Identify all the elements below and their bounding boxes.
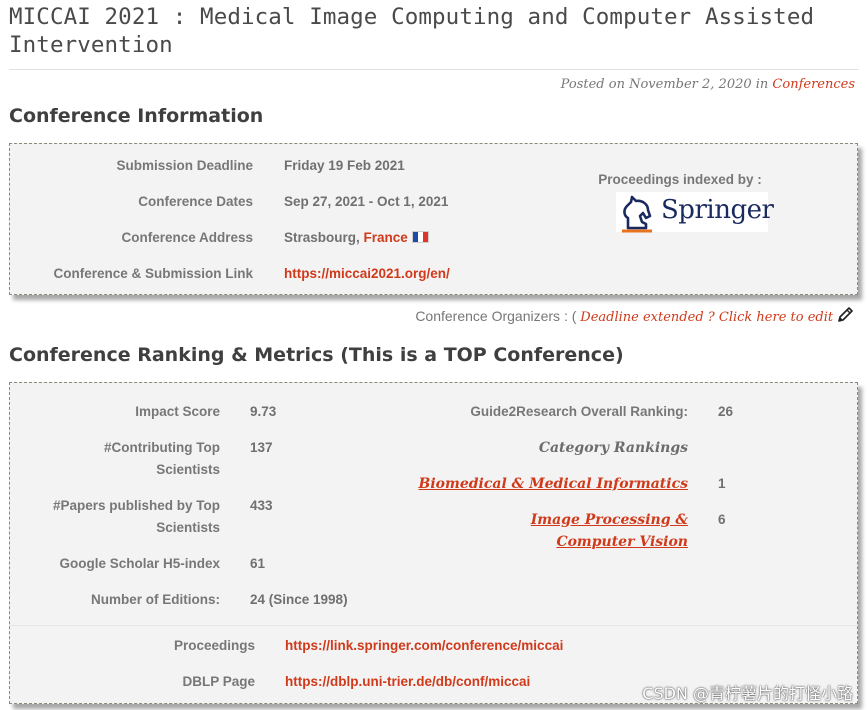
category-biomedical-link[interactable]: Biomedical & Medical Informatics: [418, 476, 688, 492]
deadline-value: Friday 19 Feb 2021: [284, 158, 405, 173]
organizers-label: Conference Organizers : (: [415, 308, 581, 324]
papers-top-scientists-value: 433: [250, 498, 273, 513]
proceedings-link[interactable]: https://link.springer.com/conference/mic…: [285, 638, 564, 653]
category-link[interactable]: Conferences: [772, 77, 855, 92]
dblp-label: DBLP Page: [182, 674, 255, 689]
conference-info-heading: Conference Information: [9, 105, 264, 127]
papers-top-scientists-label: #Papers published by Top Scientists: [52, 498, 220, 535]
dates-label: Conference Dates: [138, 194, 253, 209]
deadline-edit-link[interactable]: Deadline extended ? Click here to edit: [580, 310, 834, 325]
springer-wordmark: Springer: [661, 195, 774, 225]
editions-label: Number of Editions:: [91, 592, 220, 607]
submission-link-label: Conference & Submission Link: [53, 266, 253, 281]
category-biomedical-rank: 1: [718, 476, 726, 491]
posted-date: Posted on November 2, 2020 in: [560, 77, 773, 92]
address-label: Conference Address: [121, 230, 253, 245]
h5-index-value: 61: [250, 556, 266, 571]
h5-index-label: Google Scholar H5-index: [59, 556, 220, 571]
impact-score-label: Impact Score: [135, 404, 220, 419]
deadline-label: Submission Deadline: [116, 158, 253, 173]
overall-ranking-value: 26: [718, 404, 734, 419]
overall-ranking-label: Guide2Research Overall Ranking:: [470, 404, 688, 419]
address-value: Strasbourg, France: [284, 227, 429, 249]
submission-link[interactable]: https://miccai2021.org/en/: [284, 266, 450, 281]
country-link[interactable]: France: [363, 230, 408, 245]
contributing-scientists-label: #Contributing Top Scientists: [104, 440, 220, 477]
category-rankings-heading: Category Rankings: [538, 440, 688, 456]
category-image-processing-rank: 6: [718, 512, 726, 527]
proceedings-label: Proceedings: [173, 638, 255, 653]
csdn-watermark: CSDN @青柠薯片的打怪小路: [642, 684, 853, 703]
ranking-heading: Conference Ranking & Metrics (This is a …: [9, 344, 624, 366]
ranking-box: Impact Score 9.73 #Contributing Top Scie…: [9, 382, 858, 704]
address-city: Strasbourg,: [284, 230, 364, 245]
dblp-link[interactable]: https://dblp.uni-trier.de/db/conf/miccai: [285, 674, 531, 689]
impact-score-value: 9.73: [250, 404, 277, 419]
proceedings-indexed-label: Proceedings indexed by :: [598, 172, 762, 187]
editions-value: 24 (Since 1998): [250, 592, 348, 607]
ranking-divider: [10, 625, 857, 626]
france-flag-icon: [411, 231, 429, 243]
page-title: MICCAI 2021 : Medical Image Computing an…: [9, 4, 815, 58]
organizers-line: Conference Organizers : ( Deadline exten…: [415, 307, 855, 325]
posted-meta: Posted on November 2, 2020 in Conference…: [561, 77, 855, 92]
contributing-scientists-value: 137: [250, 440, 273, 455]
springer-horse-icon: [622, 195, 652, 233]
springer-logo: Springer: [616, 192, 774, 233]
conference-info-box: Submission Deadline Friday 19 Feb 2021 C…: [9, 143, 858, 295]
pencil-icon[interactable]: [837, 307, 855, 323]
category-image-processing-link[interactable]: Image Processing & Computer Vision: [530, 512, 688, 550]
title-divider: [9, 69, 859, 70]
dates-value: Sep 27, 2021 - Oct 1, 2021: [284, 194, 449, 209]
